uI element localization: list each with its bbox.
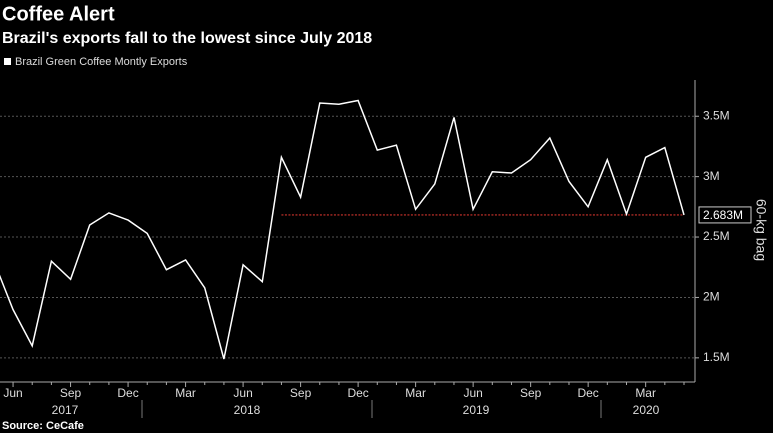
x-tick-label: Dec bbox=[577, 386, 598, 400]
chart-subtitle: Brazil's exports fall to the lowest sinc… bbox=[2, 30, 372, 47]
x-tick-label: Dec bbox=[347, 386, 368, 400]
year-label: 2018 bbox=[234, 403, 261, 417]
x-tick-label: Jun bbox=[233, 386, 252, 400]
x-tick-label: Sep bbox=[520, 386, 542, 400]
y-tick-label: 2.5M bbox=[703, 229, 730, 243]
reference-label: 2.683M bbox=[703, 208, 743, 222]
y-tick-label: 3.5M bbox=[703, 108, 730, 122]
x-tick-label: Mar bbox=[405, 386, 426, 400]
y-tick-label: 1.5M bbox=[703, 350, 730, 364]
legend-label: Brazil Green Coffee Montly Exports bbox=[15, 56, 188, 68]
year-label: 2019 bbox=[463, 403, 490, 417]
x-tick-label: Jun bbox=[3, 386, 22, 400]
x-tick-label: Sep bbox=[60, 386, 82, 400]
year-label: 2017 bbox=[52, 403, 79, 417]
y-axis-label: 60-kg bag bbox=[753, 199, 769, 261]
year-label: 2020 bbox=[633, 403, 660, 417]
x-tick-label: Dec bbox=[117, 386, 138, 400]
source: Source: CeCafe bbox=[2, 420, 84, 432]
x-tick-label: Sep bbox=[290, 386, 312, 400]
legend-swatch bbox=[4, 58, 11, 65]
x-tick-label: Mar bbox=[635, 386, 656, 400]
series-line bbox=[0, 99, 685, 360]
chart-title: Coffee Alert bbox=[2, 3, 115, 25]
x-tick-label: Mar bbox=[175, 386, 196, 400]
reference-label-box bbox=[698, 206, 752, 224]
y-tick-label: 2M bbox=[703, 290, 720, 304]
y-tick-label: 3M bbox=[703, 169, 720, 183]
x-tick-label: Jun bbox=[463, 386, 482, 400]
